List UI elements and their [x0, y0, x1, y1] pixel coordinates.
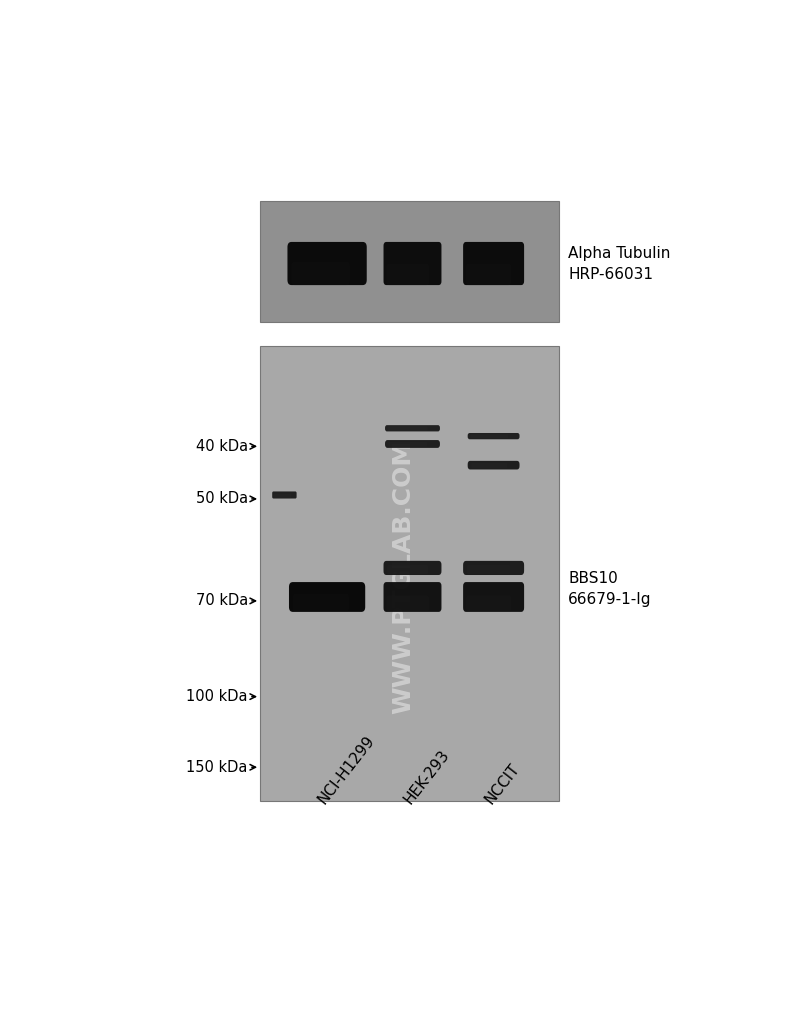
Text: 70 kDa: 70 kDa — [195, 593, 248, 608]
Text: 50 kDa: 50 kDa — [196, 491, 248, 506]
FancyBboxPatch shape — [466, 595, 511, 611]
Text: BBS10
66679-1-Ig: BBS10 66679-1-Ig — [568, 571, 652, 607]
FancyBboxPatch shape — [383, 560, 442, 575]
FancyBboxPatch shape — [385, 440, 440, 448]
FancyBboxPatch shape — [387, 566, 428, 574]
FancyBboxPatch shape — [287, 242, 367, 285]
FancyBboxPatch shape — [388, 427, 427, 430]
FancyBboxPatch shape — [467, 565, 510, 574]
Text: WWW.PTGLAB.COM: WWW.PTGLAB.COM — [391, 440, 416, 714]
FancyBboxPatch shape — [291, 262, 349, 285]
FancyBboxPatch shape — [289, 582, 365, 611]
FancyBboxPatch shape — [260, 345, 559, 801]
FancyBboxPatch shape — [272, 491, 297, 498]
FancyBboxPatch shape — [383, 242, 442, 285]
FancyBboxPatch shape — [386, 264, 429, 285]
Text: 40 kDa: 40 kDa — [196, 439, 248, 453]
FancyBboxPatch shape — [463, 560, 524, 575]
Text: NCCIT: NCCIT — [482, 761, 523, 807]
FancyBboxPatch shape — [471, 463, 508, 468]
FancyBboxPatch shape — [467, 433, 519, 439]
FancyBboxPatch shape — [386, 595, 429, 611]
FancyBboxPatch shape — [260, 201, 559, 322]
FancyBboxPatch shape — [466, 264, 511, 285]
Text: HEK-293: HEK-293 — [401, 748, 452, 807]
Text: Alpha Tubulin
HRP-66031: Alpha Tubulin HRP-66031 — [568, 246, 671, 281]
FancyBboxPatch shape — [385, 425, 440, 431]
Text: 100 kDa: 100 kDa — [187, 689, 248, 704]
FancyBboxPatch shape — [274, 494, 291, 498]
FancyBboxPatch shape — [383, 582, 442, 611]
Text: NCI-H1299: NCI-H1299 — [316, 734, 378, 807]
FancyBboxPatch shape — [389, 441, 427, 446]
FancyBboxPatch shape — [471, 434, 508, 438]
FancyBboxPatch shape — [293, 594, 349, 611]
Text: 150 kDa: 150 kDa — [187, 760, 248, 774]
FancyBboxPatch shape — [463, 242, 524, 285]
FancyBboxPatch shape — [463, 582, 524, 611]
FancyBboxPatch shape — [467, 461, 519, 470]
